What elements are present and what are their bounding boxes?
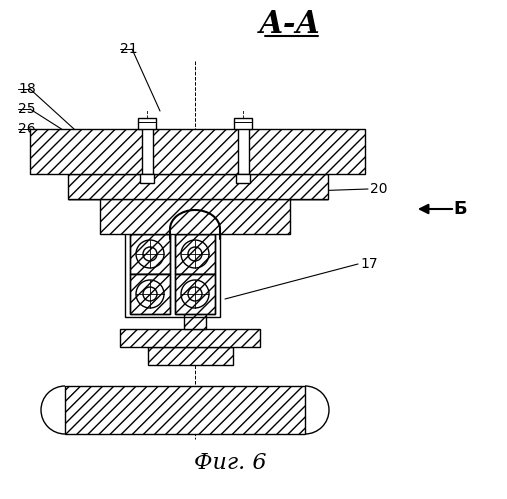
Bar [142,124,153,174]
Bar [120,329,260,347]
Bar [140,174,154,183]
Bar [234,118,252,129]
Bar [175,274,215,314]
Bar [236,174,250,183]
Bar [175,234,215,274]
Bar [138,118,156,129]
Text: 25: 25 [18,102,35,116]
Bar [148,347,233,365]
Bar [175,234,215,274]
Text: 26: 26 [18,122,35,136]
Text: А-А: А-А [259,8,321,39]
Bar [100,199,290,234]
Bar [184,234,206,329]
Bar [130,274,170,314]
Text: 17: 17 [360,257,378,271]
Bar [125,231,220,317]
Text: 20: 20 [370,182,387,196]
Bar [175,274,215,314]
Bar [130,234,170,274]
Bar [65,386,305,434]
Text: Фиг. 6: Фиг. 6 [194,452,266,474]
Text: 18: 18 [18,82,36,96]
Bar [130,234,170,274]
Bar [68,174,328,199]
Text: 21: 21 [120,42,137,56]
Bar [130,274,170,314]
Bar [238,124,249,174]
Bar [30,129,365,174]
Text: Б: Б [453,200,467,218]
